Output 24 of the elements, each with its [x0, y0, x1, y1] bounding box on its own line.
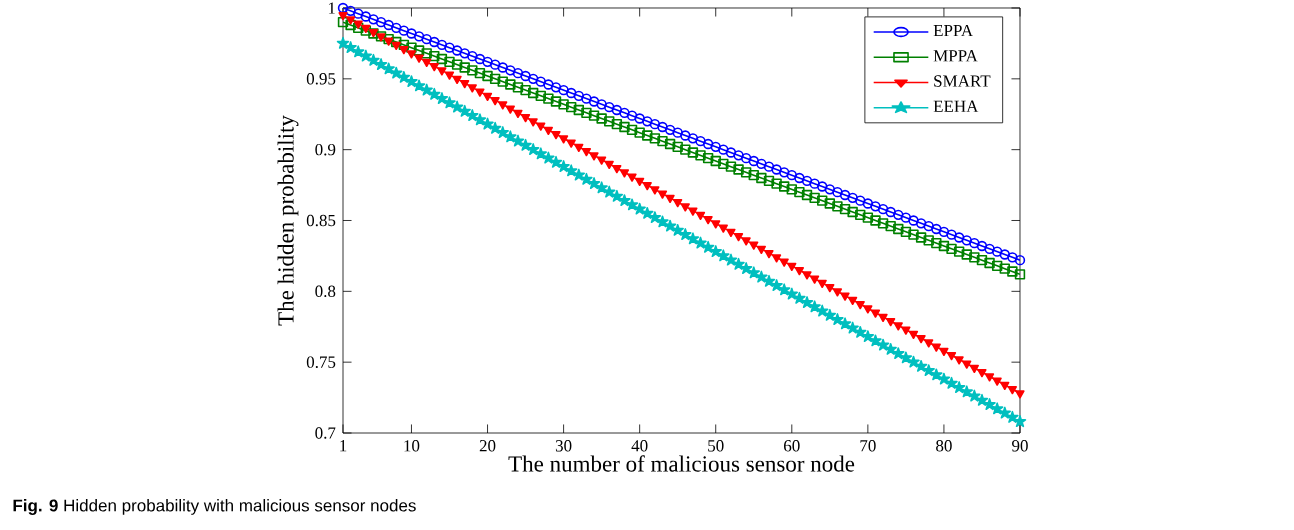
x-axis-title: The number of malicious sensor node: [508, 455, 855, 472]
x-tick-label: 90: [1012, 440, 1028, 452]
x-tick-label: 40: [631, 440, 648, 452]
x-tick-label: 80: [936, 440, 952, 452]
legend-label: EEHA: [933, 100, 979, 112]
y-tick-label: 0.7: [315, 427, 336, 439]
x-tick-label: 50: [708, 440, 724, 452]
y-tick-label: 0.85: [306, 214, 336, 227]
y-tick-label: 0.9: [315, 143, 336, 156]
x-tick-label: 10: [404, 440, 420, 452]
x-tick-label: 1: [340, 440, 347, 452]
x-tick-label: 30: [555, 440, 572, 452]
y-tick-label: 1: [328, 2, 335, 14]
x-tick-label: 60: [784, 440, 800, 452]
legend-label: SMART: [934, 75, 991, 87]
x-tick-label: 70: [860, 440, 876, 452]
y-tick-label: 0.8: [315, 285, 336, 298]
y-axis-title: The hidden probability: [277, 115, 299, 326]
x-tick-label: 20: [479, 440, 496, 452]
y-tick-label: 0.95: [306, 73, 336, 85]
text: Fig. 9 Hidden probability with malicious sensor nodes: [13, 499, 416, 515]
legend-label: EPPA: [933, 24, 974, 37]
legend-label: MPPA: [933, 50, 978, 62]
y-tick-label: 0.75: [306, 356, 336, 368]
